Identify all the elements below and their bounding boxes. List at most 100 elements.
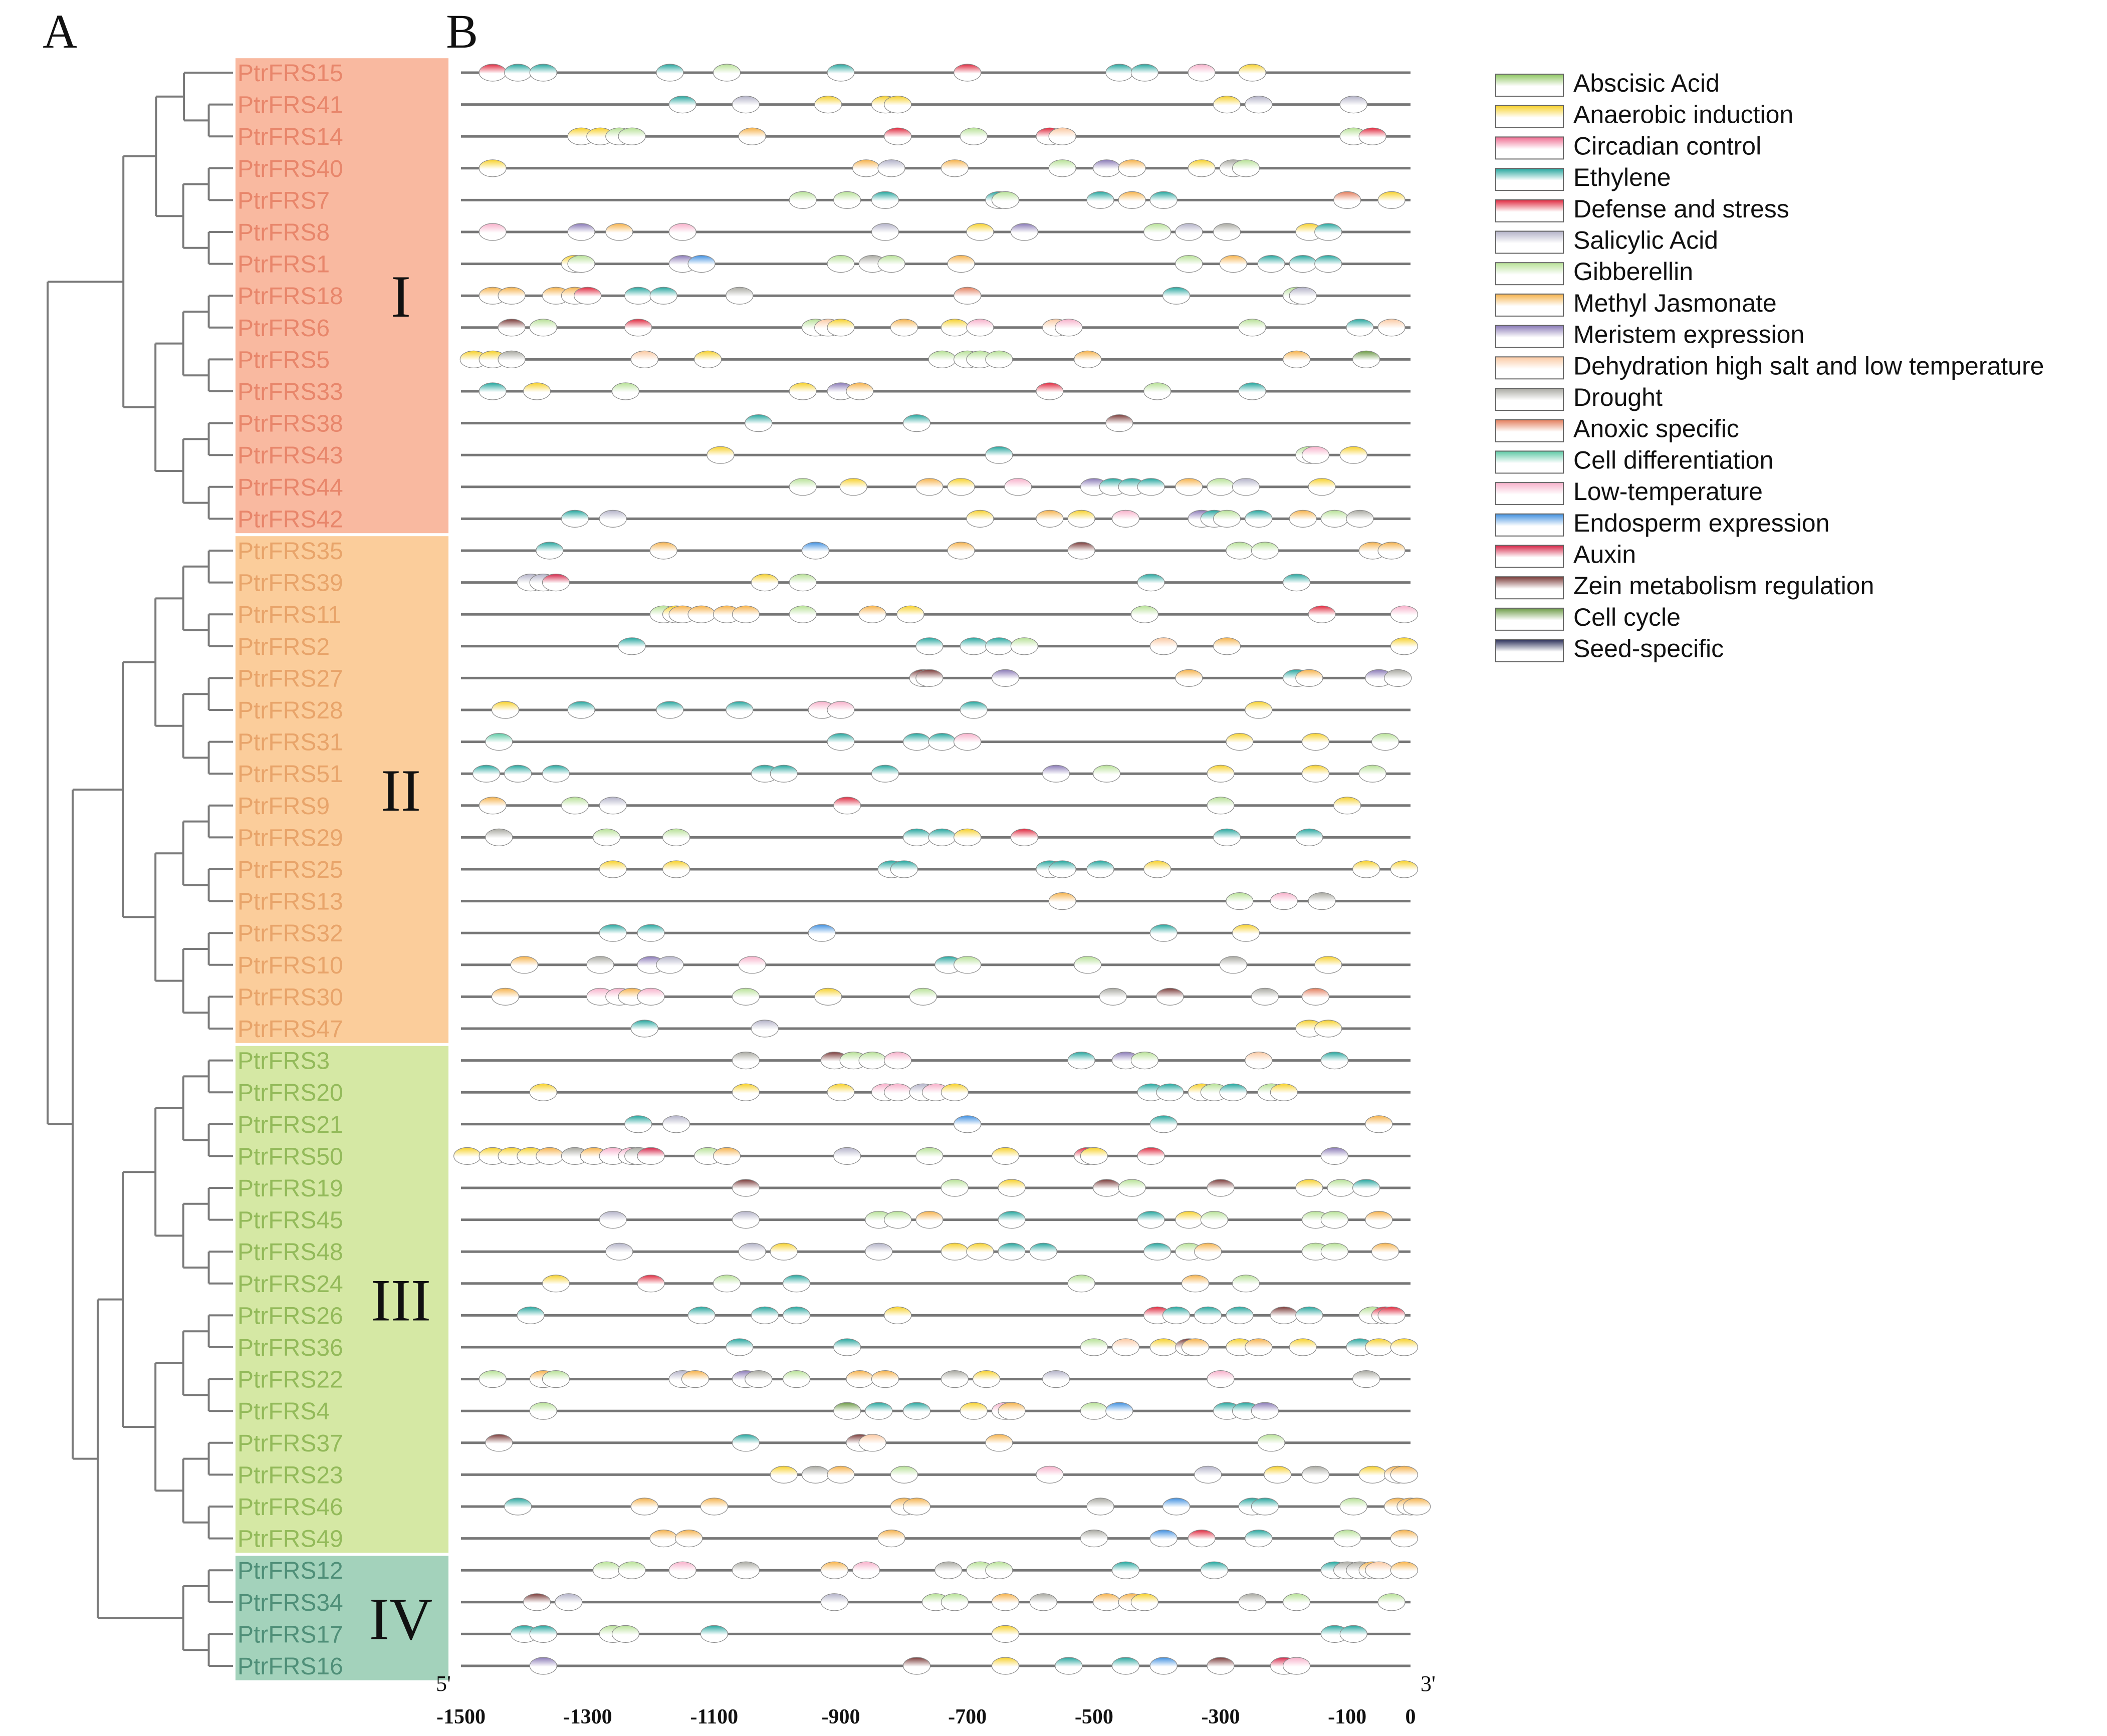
cis-element xyxy=(991,1657,1020,1675)
axis-tick-label: -500 xyxy=(1075,1705,1113,1728)
cis-element xyxy=(1390,637,1418,655)
cis-element xyxy=(637,987,665,1006)
cis-element xyxy=(915,1211,944,1229)
cis-element xyxy=(1149,1338,1178,1356)
cis-element xyxy=(1320,1211,1348,1229)
cis-element xyxy=(966,510,994,528)
cis-element xyxy=(985,637,1013,655)
axis-tick-label: 0 xyxy=(1406,1705,1416,1728)
cis-element xyxy=(574,287,602,305)
cis-element xyxy=(1175,669,1203,687)
cis-element xyxy=(529,1083,557,1101)
cis-element xyxy=(1333,191,1361,209)
promoter-row xyxy=(461,1306,1411,1324)
cis-element xyxy=(726,701,754,719)
clade-box-III xyxy=(236,1046,448,1553)
promoter-row xyxy=(461,701,1411,719)
cis-element xyxy=(618,1561,646,1579)
cis-element xyxy=(966,319,994,337)
legend-swatch xyxy=(1495,639,1564,662)
cis-element xyxy=(789,191,817,209)
cis-element xyxy=(998,1402,1026,1420)
cis-element xyxy=(1130,1593,1158,1611)
promoter-row xyxy=(461,287,1411,305)
cis-element xyxy=(865,1243,893,1261)
cis-element xyxy=(985,350,1013,369)
promoter-row xyxy=(461,573,1411,592)
cis-element xyxy=(504,765,532,783)
cis-element xyxy=(1314,223,1342,241)
cis-element xyxy=(479,382,507,400)
cis-element xyxy=(1156,987,1184,1006)
cis-element xyxy=(1200,1561,1228,1579)
cis-element xyxy=(1320,1243,1348,1261)
cis-element xyxy=(1042,765,1070,783)
cis-element xyxy=(947,478,975,496)
cis-element xyxy=(902,1402,931,1420)
cis-element xyxy=(1086,860,1114,878)
cis-element xyxy=(751,1020,779,1038)
cis-element xyxy=(801,542,830,560)
cis-element xyxy=(479,1370,507,1388)
cis-element xyxy=(833,191,861,209)
cis-element xyxy=(542,1275,570,1293)
cis-element xyxy=(1010,828,1038,847)
cis-element xyxy=(833,1402,861,1420)
cis-element xyxy=(472,765,501,783)
axis-tick-label: -900 xyxy=(822,1705,860,1728)
cis-element xyxy=(599,510,627,528)
gene-label: PtrFRS26 xyxy=(238,1303,343,1329)
cis-element xyxy=(1074,956,1102,974)
cis-element xyxy=(713,1147,741,1165)
cis-element xyxy=(1149,191,1178,209)
cis-element xyxy=(656,701,684,719)
cis-element xyxy=(485,732,513,751)
cis-element xyxy=(1371,1243,1399,1261)
cis-element xyxy=(662,828,690,847)
cis-element xyxy=(479,797,507,815)
cis-element xyxy=(820,1561,848,1579)
cis-element xyxy=(732,1434,760,1452)
cis-element xyxy=(1390,1465,1418,1483)
cis-element xyxy=(865,1402,893,1420)
cis-element xyxy=(618,637,646,655)
cis-element xyxy=(902,828,931,847)
cis-element xyxy=(1175,223,1203,241)
gene-labels: PtrFRS15 PtrFRS41 PtrFRS14 PtrFRS40 PtrFRS7 P… xyxy=(238,60,343,1680)
cis-element xyxy=(732,1052,760,1070)
cis-element xyxy=(1010,223,1038,241)
legend-label: Circadian control xyxy=(1573,132,1761,160)
cis-element xyxy=(833,797,861,815)
promoter-row xyxy=(461,191,1411,209)
cis-element xyxy=(1226,1306,1254,1324)
cis-element xyxy=(1232,1275,1260,1293)
cis-element xyxy=(954,64,982,82)
cis-element xyxy=(1213,510,1241,528)
cis-element xyxy=(941,159,969,177)
legend-swatch xyxy=(1495,230,1564,254)
cis-element xyxy=(1004,478,1032,496)
legend-swatch xyxy=(1495,388,1564,411)
gene-label: PtrFRS48 xyxy=(238,1239,343,1266)
cis-element xyxy=(858,1434,886,1452)
cis-element xyxy=(485,828,513,847)
promoter-row xyxy=(461,1465,1418,1483)
cis-element xyxy=(599,797,627,815)
promoter-row xyxy=(461,669,1412,687)
cis-element xyxy=(1270,892,1298,910)
cis-element xyxy=(1149,1530,1178,1548)
cis-element xyxy=(902,1657,931,1675)
cis-element xyxy=(668,223,696,241)
cis-element xyxy=(1339,446,1367,464)
cis-element xyxy=(1188,159,1216,177)
cis-element xyxy=(890,860,918,878)
legend-swatch xyxy=(1495,136,1564,160)
cis-element xyxy=(1352,350,1380,369)
cis-element xyxy=(991,669,1020,687)
cis-element xyxy=(1308,892,1336,910)
cis-element xyxy=(801,1465,830,1483)
cis-element xyxy=(1118,159,1146,177)
legend: Abscisic Acid Anaerobic induction Circadia… xyxy=(1495,69,2044,663)
cis-element xyxy=(954,828,982,847)
promoter-row xyxy=(461,956,1411,974)
